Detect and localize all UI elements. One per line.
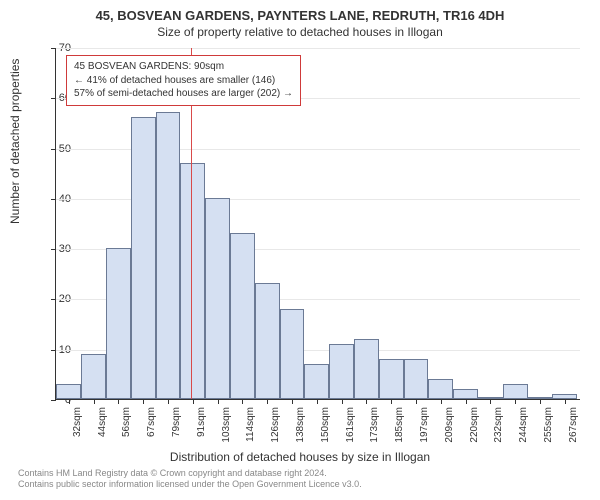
histogram-bar bbox=[528, 397, 553, 399]
xtick-mark bbox=[416, 399, 417, 404]
histogram-bar bbox=[280, 309, 305, 400]
histogram-bar bbox=[552, 394, 577, 399]
histogram-bar bbox=[106, 248, 131, 399]
xtick-label: 138sqm bbox=[295, 407, 306, 443]
xtick-label: 126sqm bbox=[270, 407, 281, 443]
plot-area: 45 BOSVEAN GARDENS: 90sqm ← 41% of detac… bbox=[55, 48, 580, 400]
xtick-mark bbox=[292, 399, 293, 404]
xtick-mark bbox=[193, 399, 194, 404]
chart-title: 45, BOSVEAN GARDENS, PAYNTERS LANE, REDR… bbox=[0, 0, 600, 23]
histogram-bar bbox=[255, 283, 280, 399]
histogram-bar bbox=[180, 163, 205, 399]
xtick-label: 220sqm bbox=[469, 407, 480, 443]
footer-line: Contains HM Land Registry data © Crown c… bbox=[18, 468, 362, 479]
xtick-label: 56sqm bbox=[121, 407, 132, 437]
xtick-label: 79sqm bbox=[171, 407, 182, 437]
info-line: 57% of semi-detached houses are larger (… bbox=[74, 87, 293, 101]
histogram-bar bbox=[354, 339, 379, 399]
xtick-mark bbox=[118, 399, 119, 404]
xtick-mark bbox=[242, 399, 243, 404]
xtick-mark bbox=[490, 399, 491, 404]
xtick-mark bbox=[267, 399, 268, 404]
xtick-label: 114sqm bbox=[245, 407, 256, 442]
histogram-bar bbox=[304, 364, 329, 399]
xtick-label: 232sqm bbox=[493, 407, 504, 443]
xtick-mark bbox=[441, 399, 442, 404]
xtick-mark bbox=[317, 399, 318, 404]
xtick-mark bbox=[565, 399, 566, 404]
xtick-mark bbox=[168, 399, 169, 404]
xtick-mark bbox=[366, 399, 367, 404]
xtick-label: 44sqm bbox=[97, 407, 108, 437]
xtick-mark bbox=[391, 399, 392, 404]
gridline bbox=[56, 48, 580, 49]
histogram-bar bbox=[156, 112, 181, 399]
histogram-bar bbox=[404, 359, 429, 399]
chart-subtitle: Size of property relative to detached ho… bbox=[0, 23, 600, 39]
histogram-bar bbox=[503, 384, 528, 399]
histogram-bar bbox=[329, 344, 354, 399]
xtick-label: 67sqm bbox=[146, 407, 157, 437]
xtick-mark bbox=[218, 399, 219, 404]
xtick-mark bbox=[342, 399, 343, 404]
xtick-label: 244sqm bbox=[518, 407, 529, 443]
xtick-mark bbox=[466, 399, 467, 404]
info-line: 45 BOSVEAN GARDENS: 90sqm bbox=[74, 60, 293, 74]
xtick-label: 197sqm bbox=[419, 407, 430, 443]
xtick-label: 150sqm bbox=[320, 407, 331, 443]
histogram-bar bbox=[230, 233, 255, 399]
xtick-mark bbox=[94, 399, 95, 404]
xtick-label: 185sqm bbox=[394, 407, 405, 443]
xtick-label: 32sqm bbox=[72, 407, 83, 437]
xtick-label: 255sqm bbox=[543, 407, 554, 443]
xtick-label: 267sqm bbox=[568, 407, 579, 443]
histogram-bar bbox=[131, 117, 156, 399]
property-size-chart: 45, BOSVEAN GARDENS, PAYNTERS LANE, REDR… bbox=[0, 0, 600, 500]
xtick-mark bbox=[143, 399, 144, 404]
reference-info-box: 45 BOSVEAN GARDENS: 90sqm ← 41% of detac… bbox=[66, 55, 301, 106]
xtick-label: 209sqm bbox=[444, 407, 455, 443]
xtick-label: 91sqm bbox=[196, 407, 207, 437]
xtick-mark bbox=[540, 399, 541, 404]
histogram-bar bbox=[478, 397, 503, 399]
histogram-bar bbox=[56, 384, 81, 399]
footer-line: Contains public sector information licen… bbox=[18, 479, 362, 490]
xtick-mark bbox=[515, 399, 516, 404]
histogram-bar bbox=[379, 359, 404, 399]
x-axis-label: Distribution of detached houses by size … bbox=[0, 450, 600, 464]
histogram-bar bbox=[453, 389, 478, 399]
histogram-bar bbox=[205, 198, 230, 399]
footer-attribution: Contains HM Land Registry data © Crown c… bbox=[18, 468, 362, 491]
info-line: ← 41% of detached houses are smaller (14… bbox=[74, 74, 293, 88]
histogram-bar bbox=[81, 354, 106, 399]
xtick-label: 161sqm bbox=[345, 407, 356, 443]
xtick-label: 173sqm bbox=[369, 407, 380, 443]
xtick-label: 103sqm bbox=[221, 407, 232, 443]
histogram-bar bbox=[428, 379, 453, 399]
y-axis-label: Number of detached properties bbox=[8, 59, 22, 224]
